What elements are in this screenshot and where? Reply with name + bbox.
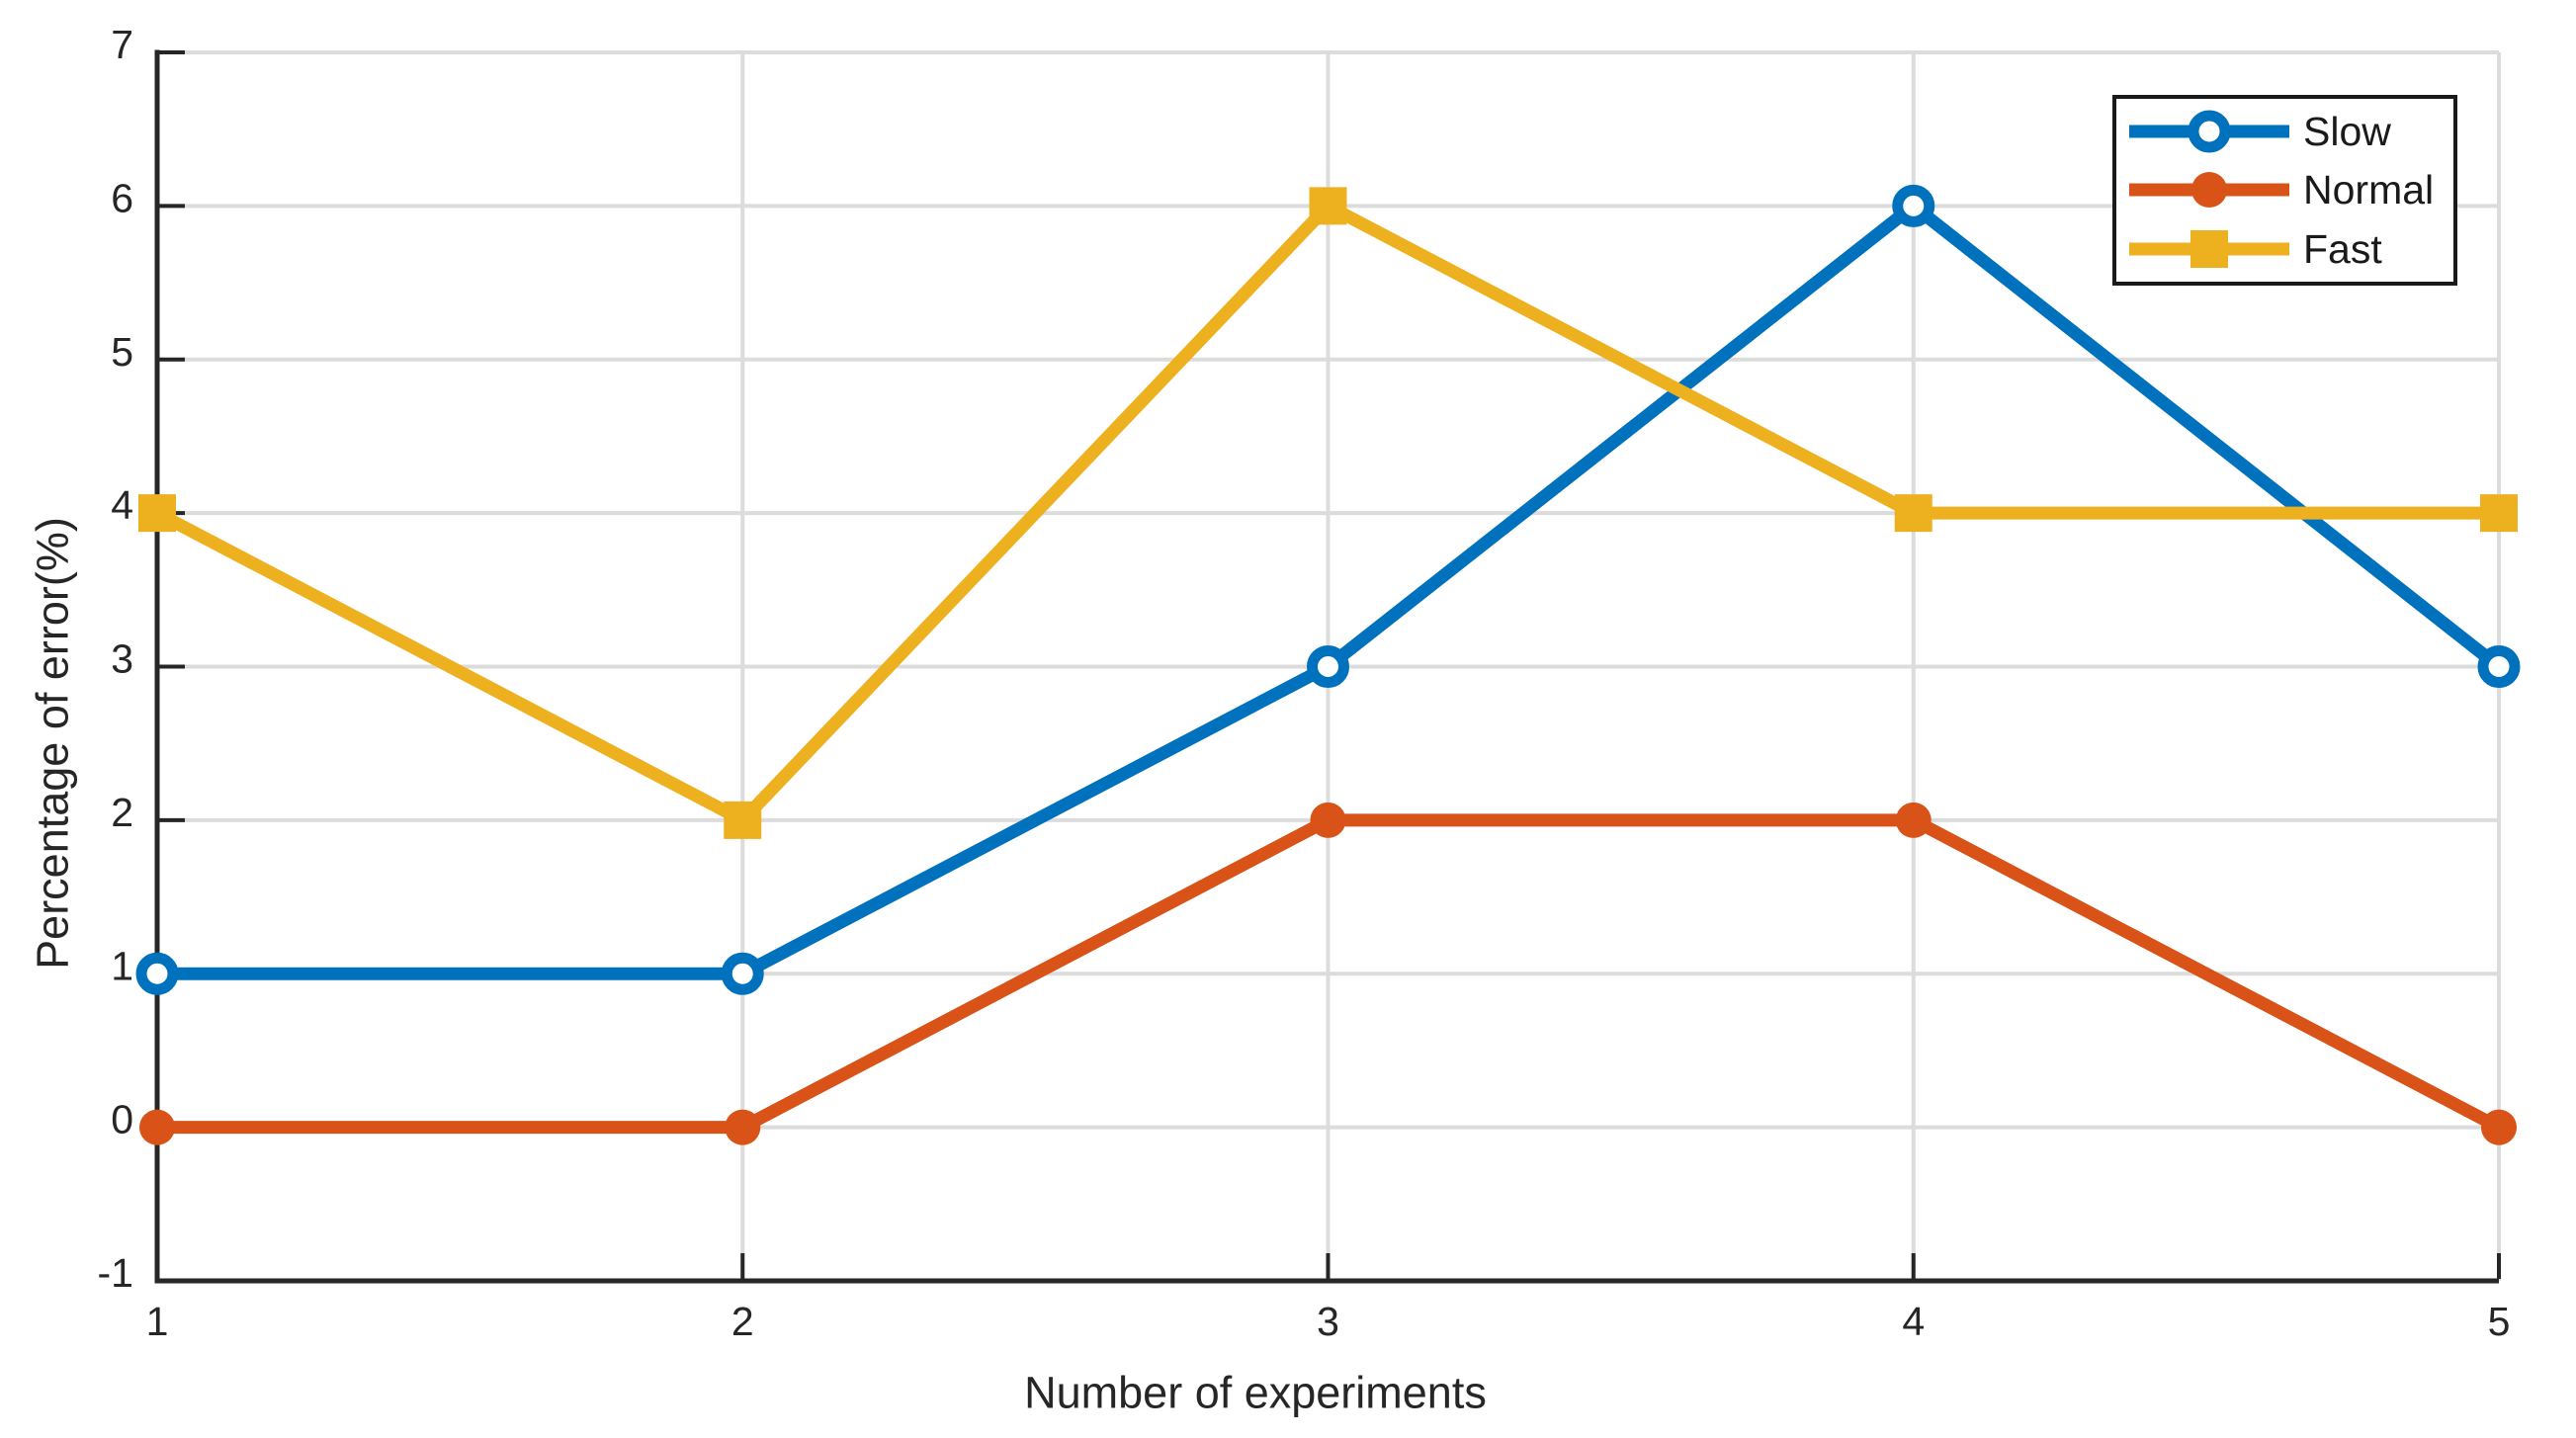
legend-fast-line-marker-icon (2129, 230, 2289, 269)
filled-circle-marker (1895, 802, 1932, 838)
filled-circle-marker (725, 1109, 761, 1145)
legend-slow-line-marker-icon (2129, 110, 2289, 153)
x-axis-label: Number of experiments (1024, 1368, 1487, 1418)
y-tick-label: 5 (111, 329, 133, 375)
open-circle-marker (2188, 110, 2231, 153)
filled-circle-marker (1310, 802, 1346, 838)
y-tick-label: 2 (111, 790, 133, 835)
series-normal (139, 802, 2517, 1145)
y-tick-label: 6 (111, 175, 133, 220)
tick-labels: 1 2 3 4 5 -1 0 1 2 3 4 5 6 7 (98, 22, 2511, 1344)
open-circle-marker (721, 952, 764, 995)
legend-label-normal: Normal (2303, 167, 2435, 213)
open-circle-marker (1307, 645, 1349, 688)
y-tick-label: 4 (111, 482, 133, 528)
legend-item-slow: Slow (2116, 103, 2453, 160)
open-circle-marker (2477, 645, 2521, 688)
y-tick-label: 1 (111, 943, 133, 988)
legend: Slow Normal Fast (2112, 95, 2457, 286)
legend-item-fast: Fast (2116, 220, 2453, 278)
legend-label-slow: Slow (2303, 108, 2391, 154)
x-tick-label: 5 (2488, 1299, 2511, 1344)
open-circle-marker (135, 952, 179, 995)
filled-square-marker (2480, 494, 2518, 533)
y-tick-label: 3 (111, 636, 133, 682)
y-tick-label: -1 (98, 1250, 133, 1296)
filled-circle-marker (139, 1109, 175, 1145)
series-slow (135, 184, 2521, 995)
x-tick-label: 1 (146, 1299, 169, 1344)
x-tick-label: 2 (731, 1299, 754, 1344)
y-tick-label: 7 (111, 22, 133, 67)
legend-item-normal: Normal (2116, 161, 2453, 218)
filled-square-marker (138, 494, 176, 533)
filled-square-marker (1894, 494, 1932, 533)
x-tick-label: 4 (1902, 1299, 1925, 1344)
y-tick-label: 0 (111, 1097, 133, 1142)
filled-circle-marker (2481, 1109, 2517, 1145)
filled-square-marker (2190, 230, 2228, 269)
filled-circle-marker (2191, 172, 2227, 209)
legend-normal-line-marker-icon (2129, 172, 2289, 209)
filled-square-marker (724, 801, 762, 839)
open-circle-marker (1892, 184, 1935, 227)
legend-label-fast: Fast (2303, 226, 2382, 273)
x-tick-label: 3 (1317, 1299, 1339, 1344)
series-fast (138, 187, 2518, 839)
y-axis-label: Percentage of error(%) (28, 517, 78, 970)
filled-square-marker (1309, 187, 1347, 225)
